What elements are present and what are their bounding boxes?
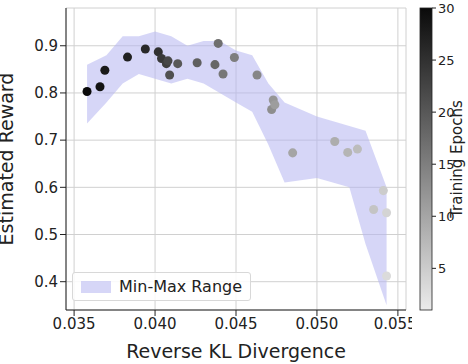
svg-text:Estimated Reward: Estimated Reward (8, 73, 17, 246)
svg-text:30: 30 (438, 1, 455, 16)
svg-text:0.035: 0.035 (53, 315, 96, 333)
svg-text:0.050: 0.050 (295, 315, 338, 333)
html-text:Min-Max Range: Min-Max Range (119, 277, 242, 296)
svg-text:25: 25 (438, 53, 455, 68)
svg-text:5: 5 (438, 261, 446, 276)
svg-text:0.4: 0.4 (34, 273, 58, 291)
svg-text:Reverse KL Divergence: Reverse KL Divergence (126, 340, 346, 362)
svg-text:15: 15 (438, 157, 455, 173)
svg-text:0.055: 0.055 (374, 315, 412, 333)
svg-text:0.045: 0.045 (215, 315, 258, 333)
svg-text:0.8: 0.8 (34, 84, 58, 102)
svg-text:0.040: 0.040 (134, 315, 177, 333)
svg-text:0.7: 0.7 (34, 131, 58, 149)
svg-text:20: 20 (438, 105, 455, 121)
svg-text:10: 10 (438, 209, 455, 225)
svg-text:Training Epochs: Training Epochs (448, 100, 460, 219)
svg-text:0.6: 0.6 (34, 179, 58, 197)
svg-text:0.9: 0.9 (34, 37, 58, 55)
svg-text:0.5: 0.5 (34, 226, 58, 244)
